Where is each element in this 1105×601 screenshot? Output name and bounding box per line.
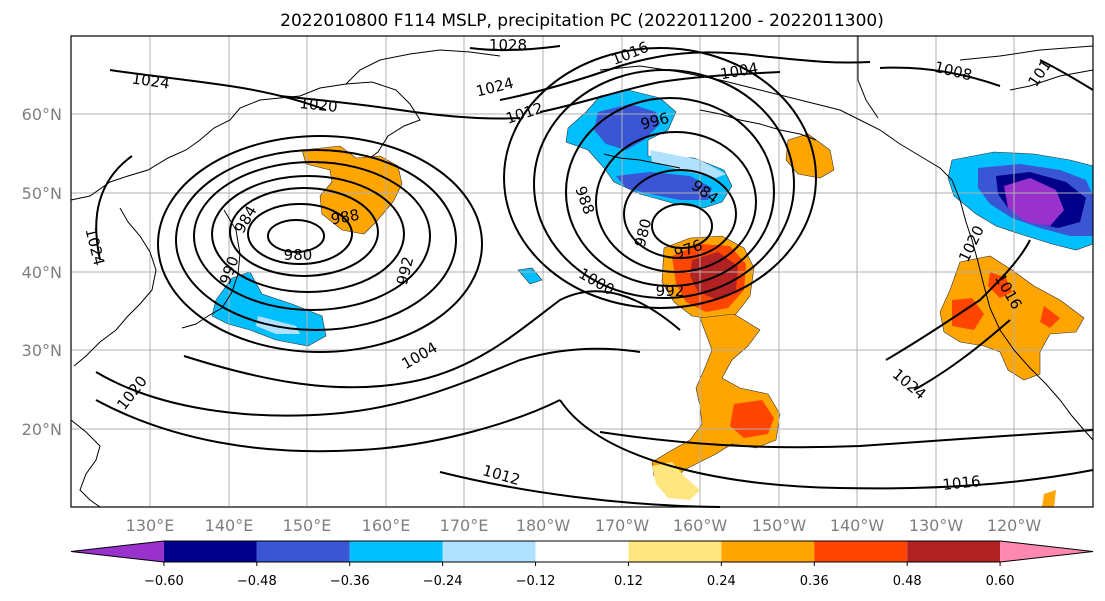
contour-label: 1016 [942, 472, 982, 494]
colorbar: −0.60 −0.48 −0.36 −0.24 −0.12 0.12 0.24 0.36 0.4… [70, 540, 1094, 589]
colorbar-tick-label: 0.24 [707, 574, 736, 589]
colorbar-swatch [1000, 541, 1093, 562]
lat-axis: 60°N 50°N 40°N 30°N 20°N [22, 105, 62, 439]
lat-label: 30°N [22, 341, 62, 360]
colorbar-swatch [163, 541, 257, 562]
colorbar-swatch [442, 541, 536, 562]
contour-label: 980 [284, 246, 313, 264]
colorbar-swatch [71, 541, 164, 562]
map-title: 2022010800 F114 MSLP, precipitation PC (… [280, 11, 884, 31]
colorbar-tick-label: −0.48 [237, 574, 277, 589]
lat-label: 40°N [22, 263, 62, 282]
contour-label: 1024 [131, 69, 171, 92]
lon-label: 150°E [283, 516, 332, 535]
colorbar-swatch [256, 541, 350, 562]
lat-label: 20°N [22, 420, 62, 439]
lon-label: 160°E [362, 516, 411, 535]
colorbar-tick-label: −0.12 [516, 574, 556, 589]
lon-label: 150°W [752, 516, 807, 535]
colorbar-tick-label: −0.60 [144, 574, 184, 589]
mslp-contours [95, 45, 1094, 508]
contour-label: 988 [329, 206, 360, 229]
lon-label: 180°W [516, 516, 571, 535]
contour-label: 1028 [489, 36, 527, 54]
lon-label: 170°W [595, 516, 650, 535]
contour-labels: 1028 1024 1016 1004 1008 1012 1012 1020 … [81, 36, 1055, 494]
colorbar-tick-label: −0.24 [423, 574, 463, 589]
lon-label: 130°W [909, 516, 964, 535]
colorbar-tick-label: 0.48 [893, 574, 922, 589]
precip-positive-california [939, 255, 1085, 381]
colorbar-tick-label: −0.36 [330, 574, 370, 589]
lon-label: 170°E [440, 516, 489, 535]
contour-label: 992 [656, 282, 685, 300]
colorbar-swatch [628, 541, 722, 562]
colorbar-swatch [907, 541, 1001, 562]
precip-positive-gulf [785, 133, 835, 179]
lon-label: 160°W [673, 516, 728, 535]
lon-label: 140°W [830, 516, 885, 535]
lat-label: 60°N [22, 105, 62, 124]
contour-label: 1020 [299, 94, 339, 116]
map-panel: 1028 1024 1016 1004 1008 1012 1012 1020 … [70, 35, 1094, 508]
lat-label: 50°N [22, 184, 62, 203]
colorbar-swatch [814, 541, 908, 562]
colorbar-swatch [349, 541, 443, 562]
lon-axis: 130°E 140°E 150°E 160°E 170°E 180°W 170°… [126, 516, 1042, 535]
coastlines [70, 36, 1094, 508]
map-frame [70, 35, 1094, 508]
colorbar-swatch [535, 541, 629, 562]
lon-label: 120°W [987, 516, 1042, 535]
colorbar-tick-label: 0.36 [800, 574, 829, 589]
precip-negative-blue-japan [211, 271, 327, 347]
colorbar-tick-label: 0.12 [614, 574, 643, 589]
lon-label: 130°E [126, 516, 175, 535]
lon-label: 140°E [205, 516, 254, 535]
colorbar-tick-label: 0.60 [986, 574, 1015, 589]
colorbar-swatch [721, 541, 815, 562]
